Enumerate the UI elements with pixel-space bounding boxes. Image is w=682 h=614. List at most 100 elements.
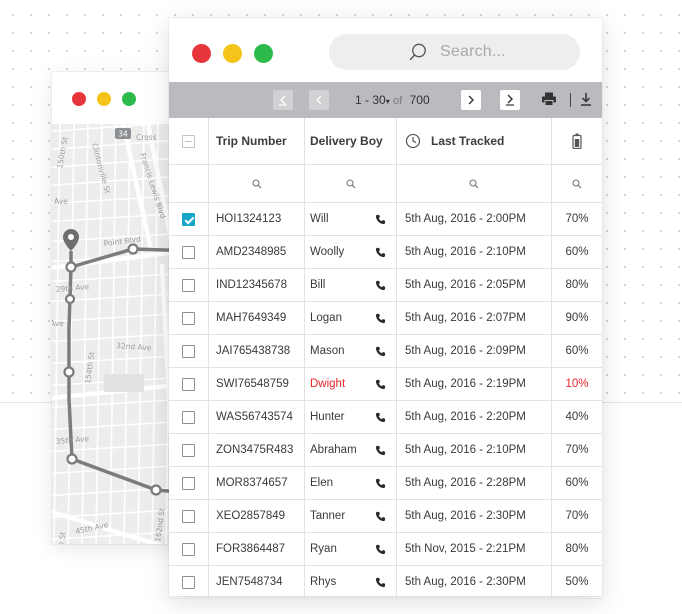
trip-number-cell: SWI76548759 [209,368,305,400]
table-row[interactable]: IND12345678 Bill 5th Aug, 2016 - 2:05PM 80% [169,269,602,302]
table-row[interactable]: JAI765438738 Mason 5th Aug, 2016 - 2:09PM 6… [169,335,602,368]
last-page-button[interactable] [500,90,520,110]
filter-delivery-boy[interactable] [305,165,397,202]
delivery-boy-cell: Rhys [305,566,397,598]
table-row[interactable]: XEO2857849 Tanner 5th Aug, 2016 - 2:30PM 70… [169,500,602,533]
table-row[interactable]: JEN7548734 Rhys 5th Aug, 2016 - 2:30PM 50% [169,566,602,599]
row-select-cell [169,368,209,400]
delivery-boy-name: Logan [310,312,342,324]
maximize-button[interactable] [254,44,273,63]
delivery-boy-name: Rhys [310,576,337,588]
row-checkbox[interactable] [182,278,195,292]
map-minimize-button[interactable] [97,92,111,106]
delivery-boy-name: Will [310,213,329,225]
street-label: 150th St [55,136,69,169]
table-row[interactable]: MOR8374657 Elen 5th Aug, 2016 - 2:28PM 60% [169,467,602,500]
phone-icon[interactable] [375,247,386,258]
row-select-cell [169,203,209,235]
map-close-button[interactable] [72,92,86,106]
filter-trip-number[interactable] [209,165,305,202]
search-input[interactable]: Search... [329,34,580,70]
phone-icon[interactable] [375,214,386,225]
last-tracked-cell: 5th Aug, 2016 - 2:20PM [397,401,552,433]
header-delivery-boy[interactable]: Delivery Boy [305,118,397,164]
header-battery[interactable] [552,118,602,164]
phone-icon[interactable] [375,280,386,291]
delivery-boy-name: Hunter [310,411,345,423]
row-select-cell [169,434,209,466]
table-row[interactable]: FOR3864487 Ryan 5th Nov, 2015 - 2:21PM 80% [169,533,602,566]
table-row[interactable]: ZON3475R483 Abraham 5th Aug, 2016 - 2:10PM… [169,434,602,467]
delivery-boy-cell: Dwight [305,368,397,400]
table-row[interactable]: MAH7649349 Logan 5th Aug, 2016 - 2:07PM 90% [169,302,602,335]
chevron-down-icon: ▾ [385,97,390,106]
phone-icon[interactable] [375,313,386,324]
phone-icon[interactable] [375,577,386,588]
last-tracked-cell: 5th Aug, 2016 - 2:05PM [397,269,552,301]
previous-page-icon [316,95,322,105]
battery-cell: 10% [565,378,589,390]
phone-icon[interactable] [375,445,386,456]
close-button[interactable] [192,44,211,63]
street-label: 149th St [53,531,67,544]
phone-icon[interactable] [375,412,386,423]
row-checkbox[interactable] [182,410,195,424]
header-trip-number[interactable]: Trip Number [209,118,305,164]
trip-number-cell: MAH7649349 [209,302,305,334]
select-all-checkbox[interactable] [182,134,195,148]
trip-number-cell: MOR8374657 [209,467,305,499]
pagination-range: 1 - 30▾ of 700 [355,93,430,107]
search-icon [251,178,261,188]
phone-icon[interactable] [375,511,386,522]
next-page-button[interactable] [461,90,481,110]
row-checkbox[interactable] [182,575,195,589]
previous-page-button[interactable] [309,90,329,110]
trip-number-cell: XEO2857849 [209,500,305,532]
delivery-boy-cell: Mason [305,335,397,367]
street-label: Ave [52,319,64,328]
page-size-select[interactable]: 30▾ [372,93,389,107]
filter-battery[interactable] [552,165,602,202]
trips-window-titlebar: Search... [169,18,602,82]
phone-icon[interactable] [375,544,386,555]
first-page-button[interactable] [273,90,293,110]
download-icon[interactable] [579,91,593,107]
row-checkbox[interactable] [182,344,195,358]
of-label: of [393,95,403,107]
last-tracked-cell: 5th Aug, 2016 - 2:00PM [397,203,552,235]
map-maximize-button[interactable] [122,92,136,106]
row-select-cell [169,401,209,433]
toolbar-divider [570,93,571,107]
row-checkbox[interactable] [182,377,195,391]
table-filter-row [169,165,602,203]
table-row[interactable]: WAS56743574 Hunter 5th Aug, 2016 - 2:20PM 4… [169,401,602,434]
trip-number-cell: WAS56743574 [209,401,305,433]
phone-icon[interactable] [375,478,386,489]
phone-icon[interactable] [375,346,386,357]
street-label: 162nd St [153,507,167,542]
table-row[interactable]: HOI1324123 Will 5th Aug, 2016 - 2:00PM 70% [169,203,602,236]
row-checkbox[interactable] [182,311,195,325]
row-checkbox[interactable] [182,542,195,556]
row-checkbox[interactable] [182,476,195,490]
row-checkbox[interactable] [182,443,195,457]
row-checkbox[interactable] [182,212,195,226]
row-select-cell [169,236,209,268]
row-checkbox[interactable] [182,245,195,259]
delivery-boy-name: Dwight [310,378,346,390]
minimize-button[interactable] [223,44,242,63]
row-select-cell [169,500,209,532]
row-checkbox[interactable] [182,509,195,523]
search-icon [345,178,355,188]
battery-cell: 60% [565,477,589,489]
delivery-boy-cell: Abraham [305,434,397,466]
print-icon[interactable] [541,91,557,107]
trip-number-cell: HOI1324123 [209,203,305,235]
filter-last-tracked[interactable] [397,165,552,202]
phone-icon[interactable] [375,379,386,390]
table-row[interactable]: SWI76548759 Dwight 5th Aug, 2016 - 2:19PM 1… [169,368,602,401]
header-last-tracked[interactable]: Last Tracked [397,118,552,164]
delivery-boy-name: Ryan [310,543,337,555]
row-select-cell [169,335,209,367]
table-row[interactable]: AMD2348985 Woolly 5th Aug, 2016 - 2:10PM 60… [169,236,602,269]
